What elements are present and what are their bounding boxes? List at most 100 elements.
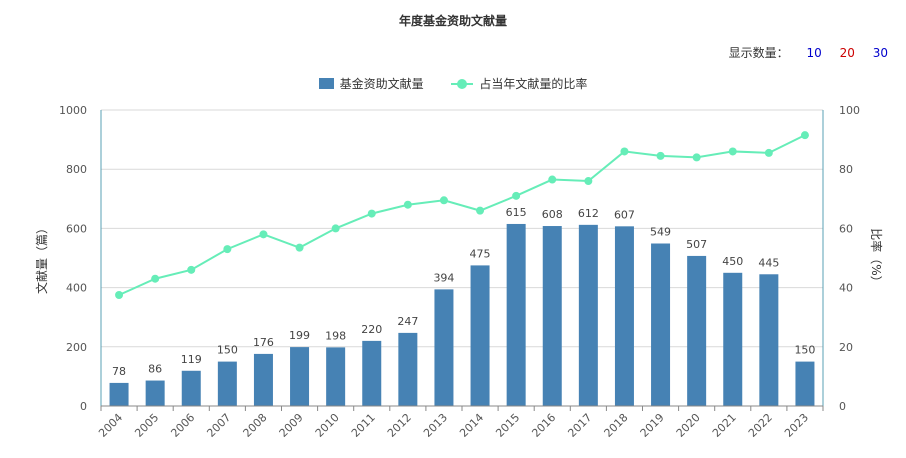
- bar-data-label: 86: [148, 363, 162, 376]
- x-tick-label: 2006: [168, 411, 197, 440]
- legend-line-swatch: [451, 78, 474, 89]
- bar[interactable]: [109, 382, 129, 406]
- bar[interactable]: [542, 226, 562, 406]
- bar-data-label: 198: [325, 329, 346, 342]
- bar[interactable]: [290, 347, 310, 406]
- bar-data-label: 150: [794, 344, 815, 357]
- ratio-point[interactable]: [187, 265, 196, 274]
- x-tick-label: 2008: [241, 411, 270, 440]
- bar-data-label: 549: [650, 225, 671, 238]
- chart-legend: 基金资助文献量 占当年文献量的比率: [0, 75, 906, 92]
- bar-data-label: 450: [722, 255, 743, 268]
- bar-data-label: 507: [686, 238, 707, 251]
- bar[interactable]: [759, 274, 779, 406]
- ratio-point[interactable]: [800, 131, 809, 140]
- count-option-30[interactable]: 30: [872, 46, 888, 60]
- ratio-point[interactable]: [764, 148, 773, 157]
- bar[interactable]: [181, 370, 201, 406]
- ratio-point[interactable]: [512, 191, 521, 200]
- bar[interactable]: [217, 361, 237, 406]
- x-tick-label: 2018: [602, 411, 631, 440]
- bar-series: [109, 223, 815, 406]
- bar-data-label: 119: [181, 353, 202, 366]
- bar-data-label: 176: [253, 336, 274, 349]
- x-tick-label: 2012: [385, 411, 414, 440]
- bar[interactable]: [398, 332, 418, 406]
- bar-data-label: 445: [758, 256, 779, 269]
- x-tick-label: 2015: [493, 411, 522, 440]
- ratio-point[interactable]: [403, 200, 412, 209]
- bar[interactable]: [434, 289, 454, 406]
- x-tick-label: 2010: [313, 411, 342, 440]
- ratio-line: [118, 134, 806, 296]
- x-tick-label: 2021: [710, 411, 739, 440]
- y-left-axis-title: 文献量（篇）: [34, 222, 49, 294]
- y-left-tick-label: 0: [80, 400, 87, 413]
- y-right-tick-label: 80: [839, 163, 853, 176]
- ratio-point[interactable]: [115, 291, 124, 299]
- y-right-tick-label: 100: [839, 104, 860, 117]
- line-series: [115, 131, 809, 299]
- bar[interactable]: [723, 272, 743, 406]
- count-option-20[interactable]: 20: [839, 46, 855, 60]
- ratio-point[interactable]: [295, 243, 304, 252]
- bar[interactable]: [362, 340, 382, 406]
- legend-label-funded-count: 基金资助文献量: [339, 77, 424, 91]
- ratio-point[interactable]: [548, 175, 557, 184]
- y-right-tick-label: 0: [839, 400, 846, 413]
- ratio-point[interactable]: [439, 196, 448, 205]
- y-left-tick-label: 400: [66, 282, 87, 295]
- ratio-point[interactable]: [259, 230, 268, 239]
- bar[interactable]: [795, 361, 815, 406]
- bar-data-label: 394: [433, 271, 454, 284]
- ratio-point[interactable]: [728, 147, 737, 156]
- x-tick-label: 2005: [132, 411, 161, 440]
- bar[interactable]: [470, 265, 490, 406]
- bar-data-label: 150: [217, 344, 238, 357]
- x-tick-label: 2019: [638, 411, 667, 440]
- y-right-tick-label: 40: [839, 282, 853, 295]
- x-tick-label: 2016: [529, 411, 558, 440]
- bar-data-label: 247: [397, 315, 418, 328]
- bar-data-label: 615: [506, 206, 527, 219]
- ratio-point[interactable]: [367, 209, 376, 218]
- y-left-tick-label: 200: [66, 341, 87, 354]
- y-right-tick-label: 60: [839, 222, 853, 235]
- legend-bar-swatch: [318, 78, 334, 89]
- x-tick-label: 2020: [674, 411, 703, 440]
- grid-lines: [101, 109, 823, 348]
- ratio-point[interactable]: [692, 153, 701, 162]
- ratio-point[interactable]: [620, 147, 629, 156]
- bar[interactable]: [145, 380, 165, 406]
- bar[interactable]: [614, 226, 634, 406]
- x-tick-label: 2023: [782, 411, 811, 440]
- bar-data-label: 220: [361, 323, 382, 336]
- bar[interactable]: [578, 224, 598, 406]
- legend-label-ratio: 占当年文献量的比率: [479, 77, 588, 91]
- bar-data-label: 612: [578, 207, 599, 220]
- ratio-point[interactable]: [476, 206, 485, 215]
- bar-data-label: 608: [542, 208, 563, 221]
- y-left-tick-label: 800: [66, 163, 87, 176]
- display-count-selector: 显示数量： 10 20 30: [729, 44, 888, 61]
- legend-item-funded-count[interactable]: 基金资助文献量: [318, 75, 424, 92]
- ratio-point[interactable]: [151, 274, 160, 283]
- bar[interactable]: [651, 243, 671, 406]
- bar[interactable]: [326, 347, 346, 406]
- bar[interactable]: [506, 223, 526, 406]
- ratio-point[interactable]: [656, 151, 665, 160]
- x-tick-label: 2011: [349, 411, 378, 440]
- bar-data-label: 475: [470, 247, 491, 260]
- x-tick-label: 2007: [204, 411, 233, 440]
- count-option-10[interactable]: 10: [806, 46, 822, 60]
- legend-item-ratio[interactable]: 占当年文献量的比率: [451, 75, 587, 92]
- x-tick-label: 2013: [421, 411, 450, 440]
- bar[interactable]: [253, 353, 273, 406]
- ratio-point[interactable]: [331, 224, 340, 233]
- bar[interactable]: [687, 255, 707, 406]
- ratio-point[interactable]: [584, 177, 593, 186]
- chart-title: 年度基金资助文献量: [398, 14, 507, 28]
- ratio-point[interactable]: [223, 245, 232, 254]
- chart-axes: [100, 110, 824, 411]
